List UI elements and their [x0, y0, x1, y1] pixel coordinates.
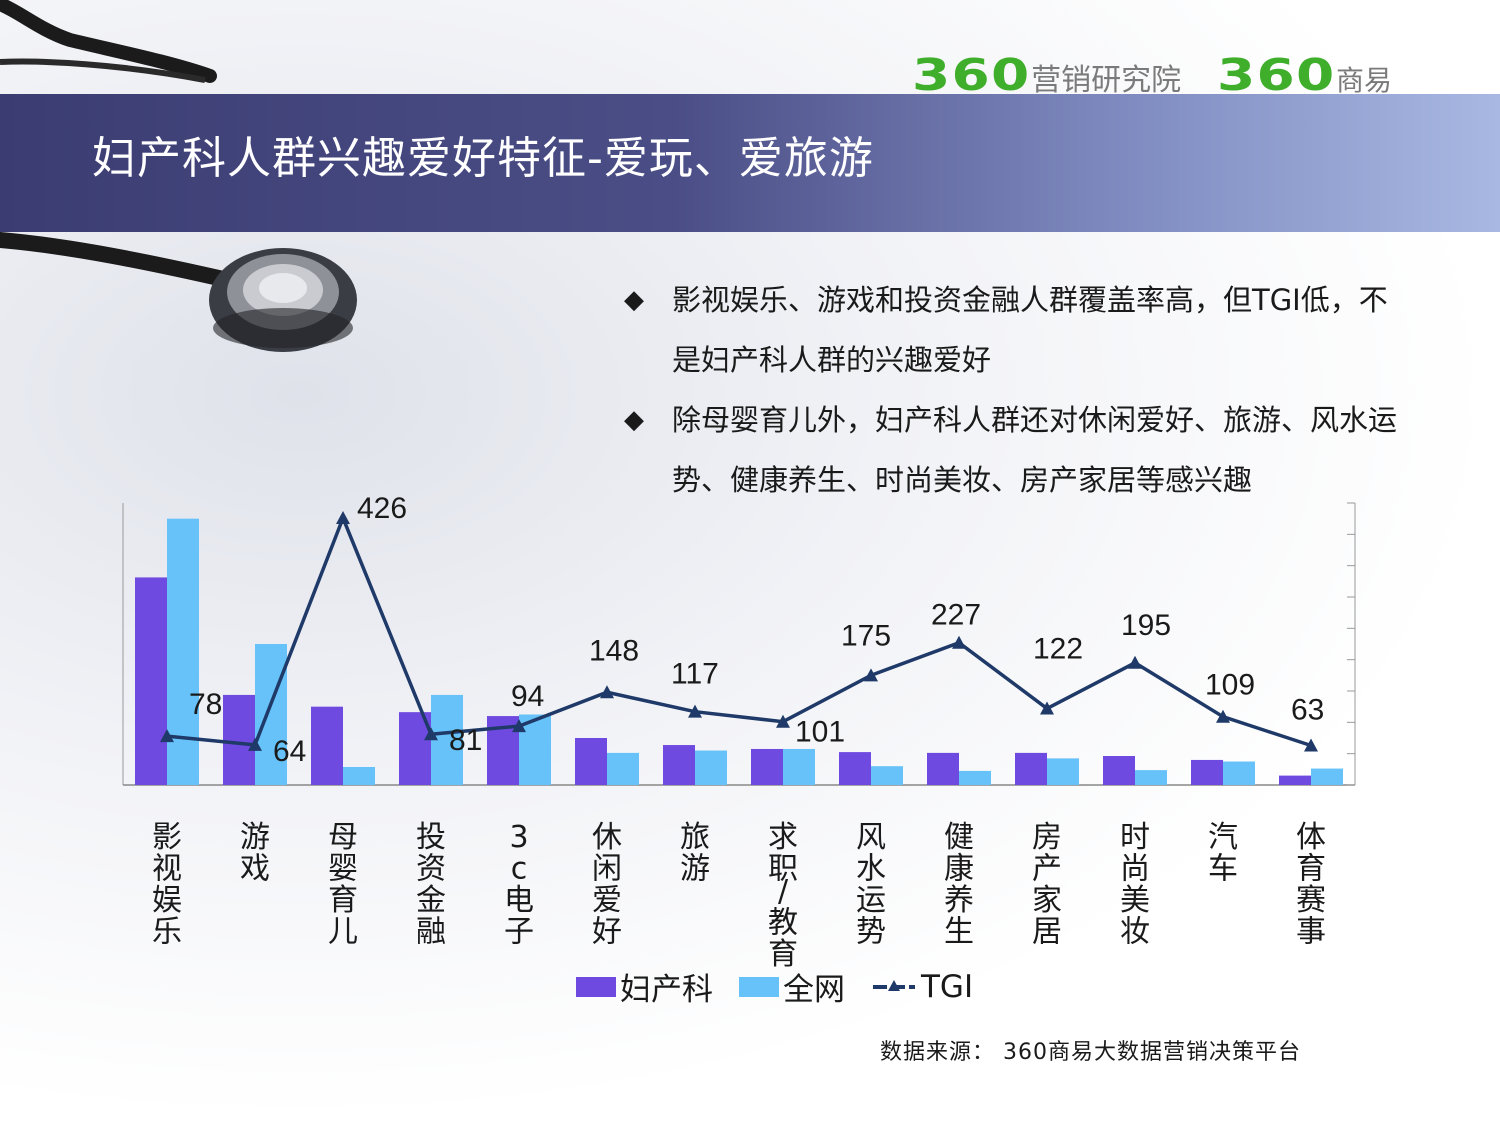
category-label: 休闲爱好: [592, 820, 622, 950]
tgi-point: [1304, 738, 1318, 752]
bar-fuchanke: [1015, 752, 1047, 785]
tgi-point: [336, 511, 350, 525]
tgi-data-label: 426: [357, 492, 407, 525]
tgi-data-label: 63: [1291, 694, 1324, 727]
category-label: 投资金融: [416, 820, 446, 950]
legend-item-fuchanke: 妇产科: [576, 964, 713, 1009]
tgi-line: [166, 513, 1312, 748]
bar-fuchanke: [751, 748, 783, 785]
bar-quanwang: [871, 766, 903, 785]
category-label: 风水运势: [856, 820, 886, 950]
tgi-point: [1128, 655, 1142, 669]
page-title: 妇产科人群兴趣爱好特征-爱玩、爱旅游: [92, 133, 874, 184]
tgi-data-label: 148: [589, 634, 639, 667]
title-band: 妇产科人群兴趣爱好特征-爱玩、爱旅游: [0, 94, 1500, 232]
category-label: 汽车: [1208, 820, 1238, 887]
tgi-point: [1216, 709, 1230, 723]
diamond-bullet-icon: ◆: [624, 405, 644, 435]
tgi-data-label: 117: [671, 658, 719, 691]
tgi-data-label: 81: [449, 724, 482, 757]
bar-quanwang: [255, 644, 287, 785]
bullet-item: ◆ 影视娱乐、游戏和投资金融人群覆盖率高，但TGI低，不是妇产科人群的兴趣爱好: [624, 270, 1414, 390]
data-source: 数据来源： 360商易大数据营销决策平台: [880, 1040, 1301, 1065]
bullet-text: 除母婴育儿外，妇产科人群还对休闲爱好、旅游、风水运势、健康养生、时尚美妆、房产家…: [672, 403, 1398, 497]
logo-360-research: 360 营销研究院: [912, 50, 1181, 101]
bar-fuchanke: [1279, 775, 1311, 785]
legend-label-quanwang: 全网: [783, 972, 845, 1008]
tgi-point: [864, 668, 878, 682]
tgi-data-label: 195: [1121, 609, 1171, 642]
logo-360-shangyi: 360 商易: [1217, 50, 1392, 101]
tgi-point: [600, 685, 614, 699]
category-label: 游戏: [240, 820, 270, 887]
tgi-point: [160, 729, 174, 743]
bar-quanwang: [167, 518, 199, 785]
tgi-data-label: 109: [1205, 669, 1255, 702]
bar-fuchanke: [135, 577, 167, 785]
legend-tgi-line-icon: [873, 979, 915, 991]
bar-fuchanke: [311, 706, 343, 785]
category-label: 房产家居: [1032, 820, 1062, 950]
category-label: 影视娱乐: [152, 820, 182, 950]
category-label: 时尚美妆: [1120, 820, 1150, 950]
tgi-data-label: 94: [511, 680, 544, 713]
tgi-point: [1040, 701, 1054, 715]
bar-fuchanke: [223, 694, 255, 785]
chart-legend: 妇产科 全网 TGI: [576, 964, 973, 1009]
tgi-data-label: 101: [795, 716, 845, 749]
bar-quanwang: [1047, 758, 1079, 785]
logo1-text: 营销研究院: [1031, 63, 1182, 98]
bar-quanwang: [343, 766, 375, 785]
bar-fuchanke: [927, 752, 959, 785]
tgi-point: [952, 635, 966, 649]
bullet-text: 影视娱乐、游戏和投资金融人群覆盖率高，但TGI低，不是妇产科人群的兴趣爱好: [672, 283, 1388, 377]
bar-fuchanke: [575, 738, 607, 785]
category-label: 体育赛事: [1296, 820, 1326, 950]
category-label: 3 c 电子: [504, 820, 534, 950]
tgi-point: [512, 719, 526, 733]
bar-quanwang: [607, 752, 639, 785]
tgi-point: [424, 727, 438, 741]
category-label: 健康养生: [944, 820, 974, 950]
bar-fuchanke: [1103, 756, 1135, 785]
stethoscope-image: [0, 0, 357, 352]
tgi-point: [248, 737, 262, 751]
category-label: 旅游: [680, 820, 710, 887]
bar-fuchanke: [663, 745, 695, 785]
tgi-point: [776, 714, 790, 728]
legend-swatch-fuchanke: [576, 976, 616, 997]
tgi-data-label: 122: [1033, 633, 1083, 666]
bullet-item: ◆ 除母婴育儿外，妇产科人群还对休闲爱好、旅游、风水运势、健康养生、时尚美妆、房…: [624, 390, 1414, 510]
category-label: 求职/教育: [768, 820, 798, 972]
bar-quanwang: [695, 750, 727, 785]
tgi-data-label: 175: [841, 619, 891, 652]
bar-fuchanke: [1191, 759, 1223, 785]
bullet-list: ◆ 影视娱乐、游戏和投资金融人群覆盖率高，但TGI低，不是妇产科人群的兴趣爱好 …: [624, 270, 1414, 510]
bar-quanwang: [783, 748, 815, 785]
bar-quanwang: [1135, 770, 1167, 785]
diamond-bullet-icon: ◆: [624, 285, 644, 315]
category-label: 母婴育儿: [328, 820, 358, 950]
bar-fuchanke: [839, 752, 871, 785]
logo1-number: 360: [912, 50, 1031, 101]
bar-quanwang: [1311, 768, 1343, 785]
bar-quanwang: [959, 770, 991, 785]
tgi-data-label: 227: [931, 599, 981, 632]
legend-label-tgi: TGI: [921, 968, 974, 1005]
logo-bar: 360 营销研究院 360 商易: [912, 50, 1392, 101]
legend-item-quanwang: 全网: [739, 964, 845, 1009]
bar-quanwang: [1223, 761, 1255, 785]
legend-label-fuchanke: 妇产科: [620, 972, 713, 1008]
bar-quanwang: [519, 714, 551, 785]
tgi-data-label: 64: [273, 735, 306, 768]
legend-swatch-quanwang: [739, 976, 779, 997]
logo2-text: 商易: [1335, 64, 1392, 97]
logo2-number: 360: [1217, 50, 1336, 101]
tgi-point: [688, 704, 702, 718]
legend-item-tgi: TGI: [871, 969, 973, 1005]
tgi-data-label: 78: [189, 688, 222, 721]
